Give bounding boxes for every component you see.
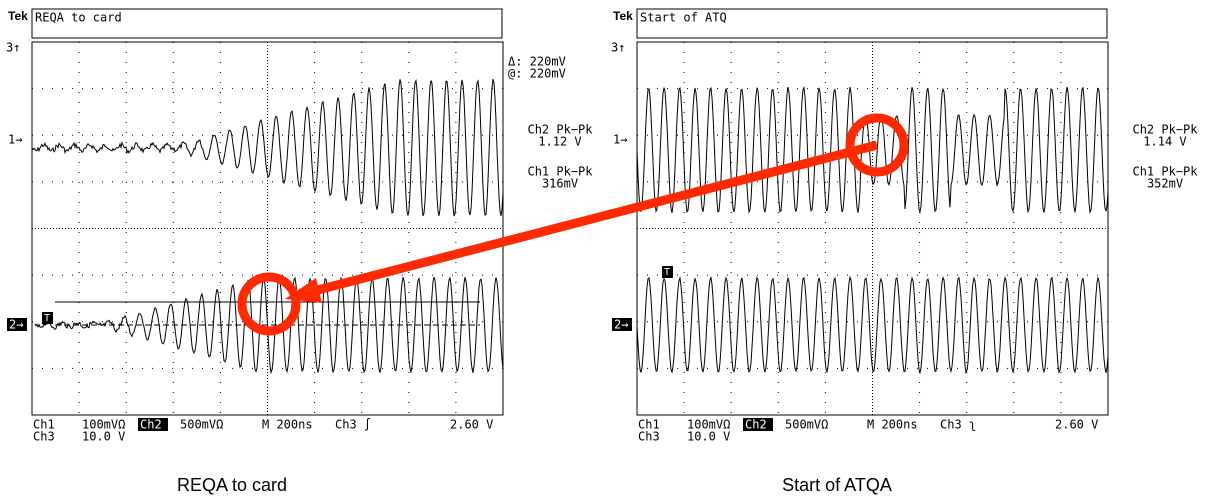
- readout-value: 352mV: [1147, 177, 1183, 191]
- status-text: 10.0 V: [687, 430, 730, 444]
- status-text: Ch2: [140, 418, 162, 432]
- status-text: 2.60 V: [1055, 418, 1098, 432]
- cursor-readout: @: 220mV: [508, 67, 566, 81]
- trigger-marker: T: [664, 267, 670, 278]
- brand: Tek: [613, 9, 633, 23]
- highlight-circle: [242, 277, 296, 331]
- status-text: Ch2: [745, 418, 767, 432]
- scope-title: Start of ATQ: [640, 11, 727, 25]
- status-text: M 200ns: [262, 418, 313, 432]
- scope-title: REQA to card: [35, 11, 122, 25]
- marker-ch2: 2→: [614, 318, 628, 332]
- caption: REQA to card: [177, 475, 287, 495]
- marker-ch2: 2→: [9, 318, 23, 332]
- caption: Start of ATQA: [782, 475, 892, 495]
- marker-top: 3↑: [6, 41, 20, 55]
- readout-value: 1.12 V: [538, 135, 581, 149]
- marker-top: 3↑: [611, 41, 625, 55]
- brand: Tek: [8, 9, 28, 23]
- marker-ch1: 1→: [8, 133, 22, 147]
- marker-ch1: 1→: [613, 133, 627, 147]
- page: TekREQA to card3↑1→2→TΔ: 220mV@: 220mVCh…: [0, 0, 1219, 498]
- status-text: 500mVΩ: [180, 418, 223, 432]
- status-text: Ch3 ∫: [335, 418, 371, 432]
- readout-value: 1.14 V: [1143, 135, 1186, 149]
- status-text: M 200ns: [867, 418, 918, 432]
- status-text: Ch3 ʅ: [940, 418, 976, 432]
- status-text: Ch3: [638, 430, 660, 444]
- readout-value: 316mV: [542, 177, 578, 191]
- status-text: 500mVΩ: [785, 418, 828, 432]
- status-text: Ch3: [33, 430, 55, 444]
- status-text: 10.0 V: [82, 430, 125, 444]
- status-text: 2.60 V: [450, 418, 493, 432]
